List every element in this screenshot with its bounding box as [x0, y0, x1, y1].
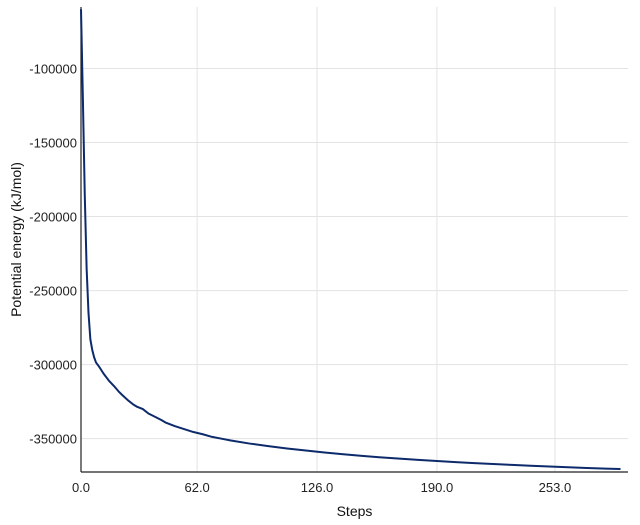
y-tick-label: -150000	[29, 136, 77, 151]
y-tick-labels: -100000 -150000 -200000 -250000 -300000 -3500…	[29, 61, 77, 446]
x-tick-label: 253.0	[539, 480, 572, 495]
axes	[80, 7, 628, 473]
grid	[81, 7, 628, 472]
x-axis-title: Steps	[337, 503, 373, 519]
series-line	[80, 9, 621, 471]
x-tick-label: 0.0	[72, 480, 90, 495]
x-tick-labels: 0.0 62.0 126.0 190.0 253.0	[72, 480, 571, 495]
y-axis-title: Potential energy (kJ/mol)	[8, 162, 24, 317]
x-tick-label: 190.0	[421, 480, 454, 495]
y-tick-label: -250000	[29, 284, 77, 299]
y-tick-label: -200000	[29, 210, 77, 225]
y-tick-label: -350000	[29, 432, 77, 447]
y-tick-label: -300000	[29, 358, 77, 373]
y-tick-label: -100000	[29, 61, 77, 76]
series-group	[80, 9, 621, 471]
x-tick-label: 126.0	[301, 480, 334, 495]
x-tick-label: 62.0	[184, 480, 209, 495]
